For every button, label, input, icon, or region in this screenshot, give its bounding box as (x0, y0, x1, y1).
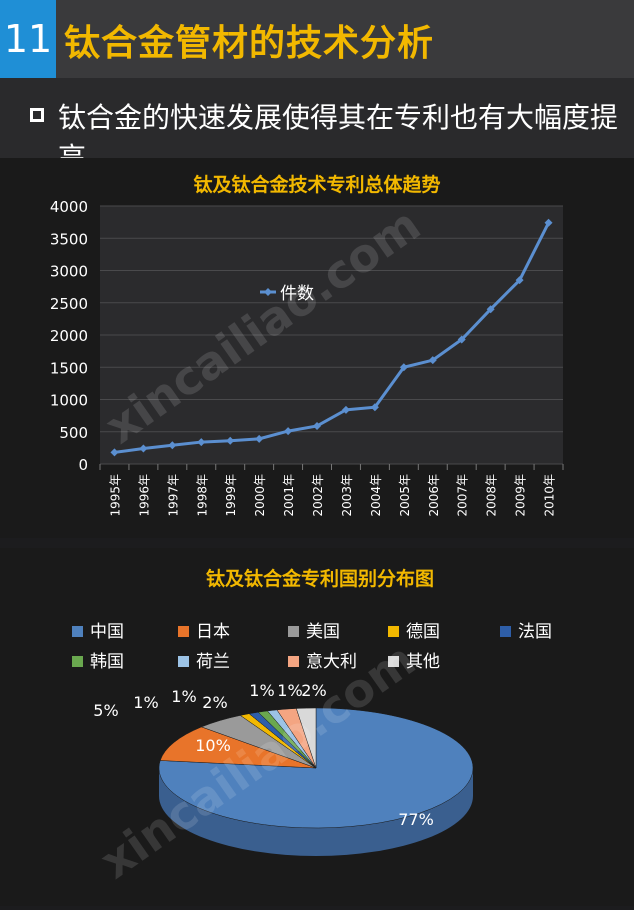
data-point (139, 444, 148, 453)
pie-data-label-6: 1% (277, 681, 302, 700)
legend-swatch (288, 656, 299, 667)
data-point (226, 436, 235, 445)
pie-data-label-7: 2% (202, 693, 227, 712)
x-tick-label: 2000年 (253, 474, 267, 517)
legend-label-2: 美国 (306, 622, 340, 642)
data-point (197, 438, 206, 447)
data-point (370, 403, 379, 412)
section-number: 11 (0, 0, 56, 78)
legend-label-5: 韩国 (90, 652, 124, 672)
legend-label-3: 德国 (406, 622, 440, 642)
legend-swatch (178, 656, 189, 667)
pie-data-label-3: 1% (133, 693, 158, 712)
x-tick-label: 2002年 (311, 474, 325, 517)
pie-data-label-0: 77% (398, 810, 434, 829)
pie-slice-8 (295, 707, 317, 769)
x-tick-label: 2010年 (543, 474, 557, 517)
data-point (168, 441, 177, 450)
y-tick-label: 3000 (50, 263, 88, 281)
x-tick-label: 2007年 (456, 474, 470, 517)
legend-label-6: 荷兰 (196, 652, 230, 672)
y-tick-label: 3500 (50, 230, 88, 248)
legend-label-1: 日本 (196, 622, 230, 642)
x-tick-label: 1995年 (108, 474, 122, 517)
legend-swatch (178, 626, 189, 637)
legend-swatch (72, 656, 83, 667)
data-point (341, 405, 350, 414)
pie-data-label-2: 5% (93, 701, 118, 720)
pie-chart-title: 钛及钛合金专利国别分布图 (206, 567, 434, 590)
x-tick-label: 1997年 (166, 474, 180, 517)
y-tick-label: 2000 (50, 327, 88, 345)
data-point (544, 218, 553, 227)
bullet-square-icon (30, 108, 44, 122)
x-tick-label: 2001年 (282, 474, 296, 517)
page-title: 钛合金管材的技术分析 (64, 23, 435, 64)
legend-swatch (388, 626, 399, 637)
legend-label-4: 法国 (518, 622, 552, 642)
y-tick-label: 500 (59, 424, 88, 442)
legend-label-0: 中国 (90, 622, 124, 642)
pie-depth-band (159, 768, 473, 856)
pie-data-label-8: 2% (301, 681, 326, 700)
x-tick-label: 1998年 (195, 474, 209, 517)
line-chart: 钛及钛合金技术专利总体趋势 0 500 1000 1500 2000 2500 3000 350… (50, 173, 564, 517)
y-tick-label: 4000 (50, 198, 88, 216)
y-tick-label: 2500 (50, 295, 88, 313)
pie-data-label-1: 10% (195, 736, 231, 755)
pie-slice-0 (158, 707, 474, 829)
data-point (428, 356, 437, 365)
data-point (313, 421, 322, 430)
line-chart-title: 钛及钛合金技术专利总体趋势 (193, 173, 440, 196)
pie-chart-panel: 钛及钛合金专利国别分布图中国 日本 美国 德国 法国韩国 荷兰 意大利 其他 77% 10% 5% 1… (0, 548, 634, 906)
legend-swatch (72, 626, 83, 637)
data-point (110, 448, 119, 457)
legend-swatch (288, 626, 299, 637)
bullet-row: 钛合金的快速发展使得其在专利也有大幅度提高 (0, 78, 634, 174)
x-tick-label: 2009年 (514, 474, 528, 517)
series-line (114, 222, 550, 454)
line-chart-panel: 钛及钛合金技术专利总体趋势 0 500 1000 1500 2000 2500 3000 350… (0, 158, 634, 538)
legend-marker (264, 288, 272, 296)
pie-slice-1 (159, 726, 317, 769)
pie-data-label-5: 1% (249, 681, 274, 700)
legend-label-8: 其他 (406, 652, 440, 672)
data-point (515, 276, 524, 285)
y-tick-label: 1000 (50, 392, 88, 410)
data-point (399, 363, 408, 372)
header-bar: 11 钛合金管材的技术分析 (0, 0, 634, 78)
legend-label-7: 意大利 (306, 652, 357, 672)
y-tick-label: 1500 (50, 359, 88, 377)
x-tick-label: 2005年 (398, 474, 412, 517)
x-tick-label: 2008年 (485, 474, 499, 517)
x-tick-label: 2003年 (340, 474, 354, 517)
y-tick-label: 0 (78, 456, 88, 474)
pie-data-label-4: 1% (171, 687, 196, 706)
data-point (284, 427, 293, 436)
legend-label: 件数 (280, 284, 314, 304)
legend-swatch (388, 656, 399, 667)
x-tick-label: 2004年 (369, 474, 383, 517)
data-point (457, 335, 466, 344)
x-tick-label: 1999年 (224, 474, 238, 517)
x-tick-label: 2006年 (427, 474, 441, 517)
legend-swatch (500, 626, 511, 637)
bullet-text: 钛合金的快速发展使得其在专利也有大幅度提高 (58, 101, 619, 174)
data-point (255, 434, 264, 443)
x-tick-label: 1996年 (137, 474, 151, 517)
data-point (486, 305, 495, 314)
